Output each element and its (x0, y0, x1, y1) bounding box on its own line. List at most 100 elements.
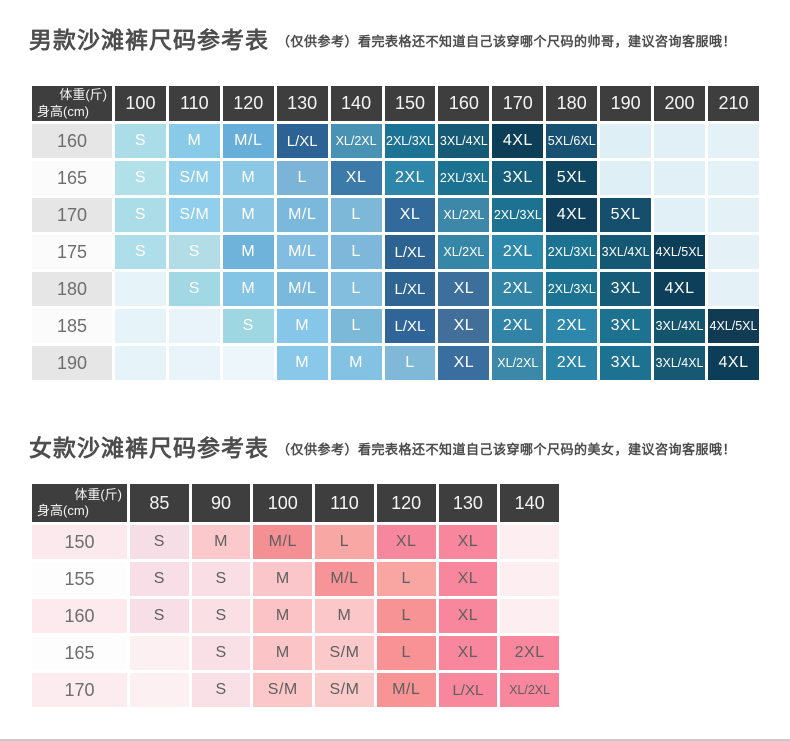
height-row-header: 190 (32, 346, 112, 380)
size-cell: M/L (276, 198, 328, 232)
weight-column-header: 85 (130, 484, 189, 522)
table-row: 160 S M M/L L/XL XL/2XL 2XL/3XL 3XL/4XL 4XL 5XL/6… (32, 124, 759, 158)
size-cell: L (376, 562, 436, 596)
height-row-header: 170 (32, 198, 112, 232)
size-cell: L/XL (384, 309, 436, 343)
size-cell: S (222, 309, 274, 343)
size-cell: S (191, 599, 251, 633)
size-cell: L (330, 272, 382, 306)
empty-cell (115, 309, 166, 343)
empty-cell (222, 346, 274, 380)
size-cell: L/XL (276, 124, 328, 158)
size-cell: S/M (253, 673, 313, 707)
size-cell: XL (384, 198, 436, 232)
size-cell: 3XL/4XL (654, 346, 705, 380)
size-cell: L (376, 599, 436, 633)
size-cell: M/L (276, 272, 328, 306)
womens-section: 女款沙滩裤尺码参考表 （仅供参考）看完表格还不知道自己该穿哪个尺码的美女，建议咨… (29, 435, 761, 710)
table-row: 190 M M L XL XL/2XL 2XL 3XL 3XL/4XL 4XL (32, 346, 759, 380)
size-cell: M (191, 525, 251, 559)
size-cell: XL/2XL (500, 673, 559, 707)
weight-column-header: 130 (438, 484, 498, 522)
size-cell: 3XL (600, 346, 652, 380)
table-row: 160 S S M M L XL (32, 599, 559, 633)
weight-column-header: 120 (222, 86, 274, 121)
empty-cell (168, 346, 220, 380)
size-cell: L/XL (438, 673, 498, 707)
size-cell: 2XL (492, 272, 544, 306)
empty-cell (500, 525, 559, 559)
size-cell: L (315, 525, 374, 559)
size-cell: S/M (168, 161, 220, 195)
size-cell: 4XL/5XL (654, 235, 705, 269)
size-cell: S/M (168, 198, 220, 232)
size-cell: 2XL/3XL (546, 272, 598, 306)
size-cell: XL/2XL (330, 124, 382, 158)
header-row: 体重(斤) 身高(cm) 85 90 100 110 120 130 140 (32, 484, 559, 522)
size-cell: 3XL/4XL (438, 124, 490, 158)
height-row-header: 165 (32, 636, 127, 670)
empty-cell (600, 124, 652, 158)
empty-cell (600, 161, 652, 195)
size-cell: 4XL (707, 346, 759, 380)
size-cell: XL (438, 562, 498, 596)
size-cell: 4XL (492, 124, 544, 158)
empty-cell (168, 309, 220, 343)
size-cell: M/L (376, 673, 436, 707)
weight-column-header: 100 (253, 484, 313, 522)
mens-title-row: 男款沙滩裤尺码参考表 （仅供参考）看完表格还不知道自己该穿哪个尺码的帅哥，建议咨… (29, 27, 761, 54)
weight-column-header: 90 (191, 484, 251, 522)
size-cell: 5XL/6XL (546, 124, 598, 158)
size-cell: S/M (315, 636, 374, 670)
mens-size-table: 体重(斤) 身高(cm) 100 110 120 130 140 150 160 170 180 19… (29, 83, 762, 383)
empty-cell (707, 235, 759, 269)
size-cell: M (253, 562, 313, 596)
size-cell: M (276, 346, 328, 380)
size-cell: S (168, 272, 220, 306)
size-cell: M (222, 235, 274, 269)
table-row: 150 S M M/L L XL XL (32, 525, 559, 559)
size-cell: XL (376, 525, 436, 559)
height-row-header: 175 (32, 235, 112, 269)
empty-cell (707, 124, 759, 158)
size-cell: M (222, 272, 274, 306)
size-cell: S/M (315, 673, 374, 707)
empty-cell (500, 562, 559, 596)
size-cell: S (130, 599, 189, 633)
size-cell: XL (438, 272, 490, 306)
table-row: 170 S S/M M M/L L XL XL/2XL 2XL/3XL 4XL 5XL (32, 198, 759, 232)
height-row-header: 160 (32, 124, 112, 158)
weight-column-header: 210 (707, 86, 759, 121)
weight-axis-label: 体重(斤) (74, 486, 122, 502)
womens-subtitle: （仅供参考）看完表格还不知道自己该穿哪个尺码的美女，建议咨询客服哦！ (277, 442, 737, 457)
womens-title-row: 女款沙滩裤尺码参考表 （仅供参考）看完表格还不知道自己该穿哪个尺码的美女，建议咨… (29, 435, 761, 462)
size-cell: 2XL (492, 309, 544, 343)
size-cell: 2XL (492, 235, 544, 269)
empty-cell (115, 272, 166, 306)
size-cell: L (330, 235, 382, 269)
size-cell: 5XL (600, 198, 652, 232)
size-cell: XL/2XL (438, 198, 490, 232)
weight-column-header: 110 (168, 86, 220, 121)
size-cell: S (191, 562, 251, 596)
height-row-header: 180 (32, 272, 112, 306)
size-cell: XL/2XL (492, 346, 544, 380)
size-cell: M/L (222, 124, 274, 158)
table-row: 155 S S M M/L L XL (32, 562, 559, 596)
size-cell: 4XL (654, 272, 705, 306)
height-axis-label: 身高(cm) (37, 503, 89, 518)
empty-cell (707, 161, 759, 195)
empty-cell (654, 124, 705, 158)
size-cell: M/L (253, 525, 313, 559)
height-row-header: 150 (32, 525, 127, 559)
table-row: 170 S S/M S/M M/L L/XL XL/2XL (32, 673, 559, 707)
size-cell: M/L (276, 235, 328, 269)
size-cell: S (115, 235, 166, 269)
empty-cell (130, 636, 189, 670)
empty-cell (707, 198, 759, 232)
height-row-header: 185 (32, 309, 112, 343)
table-row: 175 S S M M/L L L/XL XL/2XL 2XL 2XL/3XL 3XL/4XL 4XL… (32, 235, 759, 269)
size-cell: 3XL/4XL (600, 235, 652, 269)
size-cell: 4XL/5XL (707, 309, 759, 343)
table-row: 165 S M S/M L XL 2XL (32, 636, 559, 670)
